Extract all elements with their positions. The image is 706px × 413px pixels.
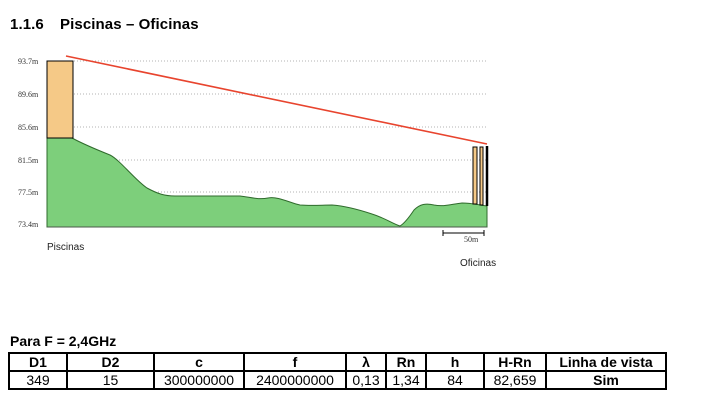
header-d1: D1 (8, 352, 68, 372)
start-point-label: Piscinas (47, 242, 84, 253)
terrain-area (46, 120, 488, 228)
y-tick-label: 81.5m (18, 156, 39, 165)
section-heading: 1.1.6 Piscinas – Oficinas (10, 16, 199, 33)
grid-lines (47, 60, 487, 193)
scale-bar: 50m (442, 230, 485, 244)
line-of-sight (65, 55, 488, 145)
end-tower (479, 146, 484, 206)
section-number: 1.1.6 (10, 16, 44, 33)
cell-c: 300000000 (153, 370, 245, 390)
table-header-row: D1 D2 c f λ Rn h H-Rn Linha de vista (8, 352, 667, 372)
cell-d2: 15 (66, 370, 155, 390)
header-c: c (153, 352, 245, 372)
cell-d1: 349 (8, 370, 68, 390)
cell-f: 2400000000 (243, 370, 347, 390)
cell-line-of-sight: Sim (545, 370, 667, 390)
header-f: f (243, 352, 347, 372)
y-tick-label: 89.6m (18, 90, 39, 99)
y-tick-label: 73.4m (18, 220, 39, 229)
end-tower (472, 146, 478, 205)
cell-h-rn: 82,659 (483, 370, 547, 390)
table-row: 349 15 300000000 2400000000 0,13 1,34 84… (8, 370, 667, 390)
header-h-rn: H-Rn (483, 352, 547, 372)
cell-lambda: 0,13 (345, 370, 387, 390)
y-tick-label: 85.6m (18, 123, 39, 132)
terrain-profile-figure: 93.7m 89.6m 85.6m 81.5m 77.5m 73.4m 50m … (18, 55, 496, 269)
header-d2: D2 (66, 352, 155, 372)
end-point-label: Oficinas (460, 258, 496, 269)
frequency-label: Para F = 2,4GHz (10, 333, 117, 349)
link-budget-table: D1 D2 c f λ Rn h H-Rn Linha de vista 349… (8, 352, 667, 390)
header-h: h (425, 352, 485, 372)
scale-label: 50m (464, 235, 479, 244)
section-title: Piscinas – Oficinas (60, 16, 199, 33)
start-tower (46, 60, 74, 139)
header-rn: Rn (385, 352, 427, 372)
y-tick-label: 93.7m (18, 57, 39, 66)
cell-h: 84 (425, 370, 485, 390)
cell-rn: 1,34 (385, 370, 427, 390)
y-tick-label: 77.5m (18, 188, 39, 197)
header-line-of-sight: Linha de vista (545, 352, 667, 372)
header-lambda: λ (345, 352, 387, 372)
